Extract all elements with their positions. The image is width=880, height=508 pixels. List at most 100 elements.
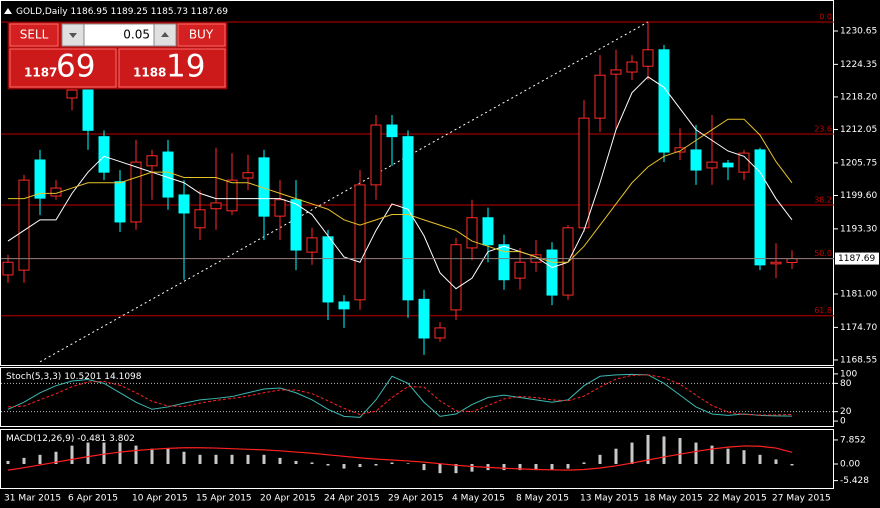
macd-bar (470, 463, 474, 472)
candle-body (290, 199, 302, 251)
candle-body (98, 136, 110, 173)
macd-bar (118, 442, 122, 464)
candle-body (2, 261, 14, 276)
macd-bar (22, 457, 26, 464)
y-tick-label: 7.852 (840, 435, 866, 445)
candle-body (258, 157, 270, 217)
macd-bar (38, 454, 42, 464)
macd-bar (262, 454, 266, 464)
macd-bar (422, 463, 426, 471)
macd-bar (550, 463, 554, 471)
candle-body (482, 217, 494, 246)
x-tick-label: 6 Apr 2015 (68, 494, 118, 504)
candle-body (690, 149, 702, 171)
candle-body (738, 152, 750, 173)
y-tick-label: 1174.70 (840, 323, 877, 333)
trade-panel: SELL 0.05 BUY 1187 69 1188 19 (7, 21, 228, 90)
macd-bar (502, 463, 506, 471)
symbol-header: GOLD,Daily 1186.95 1189.25 1185.73 1187.… (16, 7, 228, 17)
header-high: 1189.25 (111, 7, 148, 17)
macd-bar (694, 442, 698, 464)
macd-bar (374, 463, 378, 466)
candle-body (594, 74, 606, 119)
plot-area: 1230.65 1224.35 1218.20 1212.05 1205.75 1199.… (1, 12, 879, 504)
stoch-main-value: 10.5201 (64, 372, 101, 382)
candle-body (114, 181, 126, 223)
x-tick-label: 13 May 2015 (580, 494, 639, 504)
macd-bar (54, 451, 58, 464)
y-tick-label: 1224.35 (840, 60, 877, 70)
macd-bar (70, 445, 74, 464)
x-tick-label: 4 May 2015 (452, 494, 505, 504)
macd-bar (454, 463, 458, 474)
macd-bar (614, 448, 618, 464)
trendline (39, 21, 649, 363)
candle-body (370, 124, 382, 186)
macd-bar (150, 448, 154, 464)
sell-button[interactable] (9, 23, 59, 47)
macd-bar (630, 442, 634, 464)
candle-body (162, 151, 174, 198)
candle-body (418, 298, 430, 339)
candle-body (514, 261, 526, 279)
macd-bar (406, 463, 410, 464)
stoch-title: Stoch(5,3,3) (6, 372, 61, 382)
macd-bar (710, 445, 714, 464)
macd-bar (278, 457, 282, 464)
candle-body (706, 161, 718, 169)
bid-small: 69 (56, 49, 95, 85)
x-tick-label: 27 May 2015 (772, 494, 831, 504)
main-pane-frame (0, 0, 834, 366)
candle-body (642, 49, 654, 67)
header-open: 1186.95 (71, 7, 108, 17)
fib-label: 61.8 (814, 306, 832, 315)
candle-body (658, 49, 670, 153)
candle-body (210, 202, 222, 210)
candle-body (130, 161, 142, 223)
y-tick-label: 1199.60 (840, 191, 877, 201)
candle-body (722, 162, 734, 168)
macd-bar (790, 463, 794, 466)
y-tick-label: 1212.05 (840, 125, 877, 135)
macd-bar (246, 454, 250, 464)
y-tick-label: 80 (840, 379, 852, 389)
x-tick-label: 20 Apr 2015 (260, 494, 316, 504)
header-low: 1185.73 (151, 7, 188, 17)
macd-bar (678, 437, 682, 464)
y-tick-label: 20 (840, 407, 852, 417)
candle-body (754, 149, 766, 266)
macd-bar (518, 463, 522, 471)
stoch-signal-value: 14.1098 (104, 372, 141, 382)
y-tick-label: 1181.00 (840, 290, 877, 300)
macd-bar (646, 434, 650, 464)
macd-pane-frame (0, 429, 834, 489)
y-tick-label: -5.428 (840, 476, 869, 486)
macd-bar (214, 454, 218, 464)
x-tick-label: 15 Apr 2015 (196, 494, 252, 504)
sell-price-box[interactable] (9, 48, 117, 88)
buy-label: BUY (189, 28, 214, 42)
moving-average (8, 118, 793, 263)
lot-decrease-icon (69, 33, 77, 38)
candle-body (274, 199, 286, 217)
buy-price-box[interactable] (118, 48, 226, 88)
candle-body (354, 184, 366, 301)
macd-bar (134, 445, 138, 464)
macd-bar (438, 463, 442, 474)
candle-body (34, 159, 46, 199)
buy-button[interactable] (177, 23, 226, 47)
lot-value: 0.05 (123, 28, 150, 42)
candle-body (386, 124, 398, 138)
macd-bar (662, 436, 666, 464)
macd-bar (774, 459, 778, 464)
fib-label: 0.0 (819, 12, 832, 21)
candle-body (226, 179, 238, 212)
moving-average (7, 76, 793, 290)
macd-bar (742, 450, 746, 464)
lot-increase-icon (161, 32, 169, 37)
candle-body (194, 209, 206, 229)
x-tick-label: 22 May 2015 (708, 494, 767, 504)
candle-body (610, 69, 622, 75)
candle-body (770, 261, 782, 265)
